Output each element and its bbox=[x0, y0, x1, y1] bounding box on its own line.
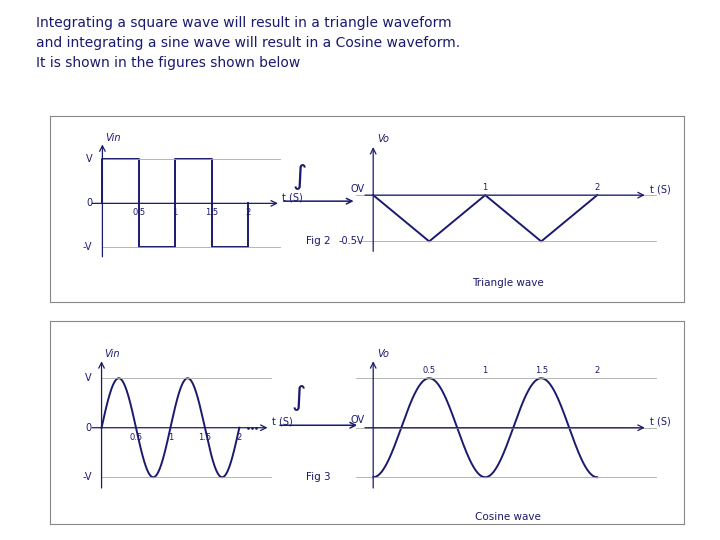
Text: $\int$: $\int$ bbox=[292, 163, 307, 192]
Text: 2: 2 bbox=[595, 184, 600, 192]
Text: 1.5: 1.5 bbox=[535, 366, 548, 375]
Text: $\int$: $\int$ bbox=[291, 383, 305, 414]
Text: OV: OV bbox=[350, 415, 364, 426]
Text: V: V bbox=[85, 373, 92, 383]
Text: t (S): t (S) bbox=[282, 192, 303, 202]
Text: Vo: Vo bbox=[378, 349, 390, 360]
Text: Vin: Vin bbox=[104, 349, 120, 360]
Text: 0: 0 bbox=[86, 198, 92, 208]
Text: -0.5V: -0.5V bbox=[338, 237, 364, 246]
Text: 2: 2 bbox=[237, 433, 242, 442]
Text: Fig 3: Fig 3 bbox=[306, 472, 331, 482]
Text: Fig 2: Fig 2 bbox=[306, 236, 331, 246]
Text: 1.5: 1.5 bbox=[205, 208, 218, 217]
Text: Vin: Vin bbox=[105, 133, 121, 143]
Text: 0: 0 bbox=[86, 423, 92, 433]
Text: 2: 2 bbox=[246, 208, 251, 217]
Text: 2: 2 bbox=[595, 366, 600, 375]
Text: Vo: Vo bbox=[378, 134, 390, 144]
Text: V: V bbox=[86, 154, 92, 164]
Text: 1: 1 bbox=[482, 366, 488, 375]
Text: Cosine wave: Cosine wave bbox=[474, 512, 541, 522]
Text: Suare wave: Suare wave bbox=[157, 442, 217, 452]
Text: Integrating a square wave will result in a triangle waveform
and integrating a s: Integrating a square wave will result in… bbox=[36, 16, 460, 70]
Text: 0.5: 0.5 bbox=[132, 208, 145, 217]
Text: 1.5: 1.5 bbox=[198, 433, 212, 442]
Text: 1: 1 bbox=[168, 433, 173, 442]
Text: -V: -V bbox=[82, 472, 92, 482]
Text: OV: OV bbox=[350, 184, 364, 194]
Text: 1: 1 bbox=[173, 208, 178, 217]
Text: 1: 1 bbox=[482, 184, 488, 192]
Text: t (S): t (S) bbox=[271, 417, 292, 427]
Text: -V: -V bbox=[83, 242, 92, 253]
Text: t (S): t (S) bbox=[650, 184, 670, 194]
Text: 0.5: 0.5 bbox=[130, 433, 143, 442]
Text: t (S): t (S) bbox=[650, 417, 670, 427]
Text: 0.5: 0.5 bbox=[423, 366, 436, 375]
Text: Triangle wave: Triangle wave bbox=[472, 278, 544, 288]
